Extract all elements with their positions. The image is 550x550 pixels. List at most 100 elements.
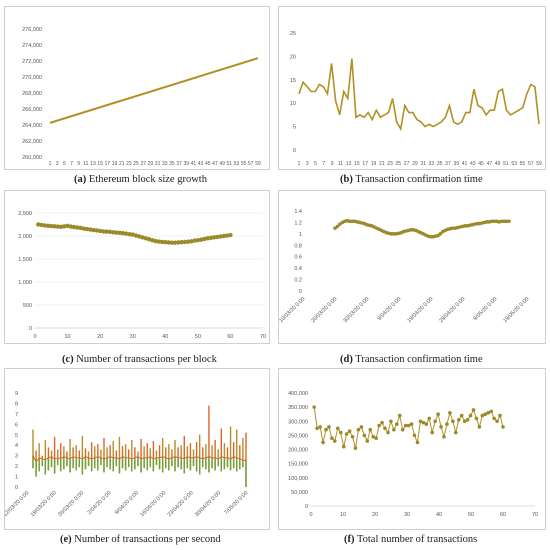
- data-point: [221, 233, 227, 239]
- panel-a: 260,000 262,000 264,000 266,000 268,000 270,0…: [4, 6, 270, 170]
- data-point: [58, 224, 64, 229]
- data-point: [397, 413, 402, 418]
- data-point: [480, 413, 485, 418]
- data-point: [39, 222, 44, 228]
- data-point: [353, 446, 358, 450]
- data-point: [344, 432, 349, 436]
- data-point: [97, 228, 103, 234]
- x-tick-label: 5: [63, 161, 66, 167]
- data-point: [427, 416, 432, 421]
- x-tick-label: 3: [56, 161, 59, 167]
- data-point: [163, 240, 168, 245]
- x-tick-label: 20: [97, 334, 103, 340]
- y-tick-label: 6: [15, 422, 18, 428]
- y-tick-label: 0: [293, 148, 296, 154]
- data-point: [68, 224, 74, 229]
- y-tick-label: 0.2: [294, 278, 302, 284]
- x-tick-label: 35: [169, 161, 175, 167]
- data-point: [474, 416, 479, 421]
- panel-b: 0 5 10 15 20 25 1 3 5 7 9 11 13 15 17 19 21 23 25 27 29 31 33 3…: [278, 6, 546, 170]
- panel-e: 0 1 2 3 4 5 6 7 8 9 12/03/20 0:00 19/03/20 0:00 26/0…: [4, 368, 270, 530]
- y-tick-label: 9: [15, 391, 18, 397]
- data-point: [55, 224, 60, 229]
- x-tick-label: 57: [248, 161, 254, 167]
- y-tick-label: 1.2: [294, 220, 302, 226]
- y-tick-label: 264,000: [22, 123, 42, 129]
- caption-a: (a) Ethereum block size growth: [74, 174, 207, 185]
- x-tick-label: 53: [511, 161, 517, 167]
- data-point: [471, 408, 476, 412]
- x-tick-label: 11: [83, 161, 88, 167]
- x-tick-label: 15: [97, 161, 103, 167]
- data-point: [333, 439, 337, 443]
- mid-line: [32, 455, 247, 463]
- x-tick-label: 1: [49, 161, 52, 167]
- data-point: [71, 224, 77, 230]
- x-tick-label: 25: [396, 161, 402, 167]
- y-tick-label: 1,000: [18, 280, 32, 286]
- data-point: [374, 436, 378, 440]
- caption-f: (f) Total number of transactions: [344, 534, 477, 545]
- data-point: [101, 229, 106, 234]
- data-point: [436, 412, 440, 416]
- y-tick-label: 1: [299, 232, 302, 238]
- data-point: [324, 427, 328, 432]
- y-tick-label: 272,000: [22, 59, 42, 65]
- data-point: [365, 439, 370, 443]
- data-point: [117, 230, 122, 235]
- x-tick-label: 59: [536, 161, 542, 167]
- data-point: [501, 425, 505, 429]
- y-tick-label: 5: [293, 125, 296, 131]
- x-tick-label: 9/04/20 0:00: [377, 296, 403, 322]
- y-tick-label: 274,000: [22, 43, 42, 49]
- y-tick-label: 0: [15, 485, 18, 491]
- data-point: [104, 229, 109, 234]
- caption-b-letter: (b): [340, 174, 353, 185]
- y-tick-label: 266,000: [22, 107, 42, 113]
- x-tick-label: 9/04/20 0:00: [114, 490, 140, 516]
- x-tick-label: 41: [191, 161, 197, 167]
- data-point: [418, 419, 423, 424]
- y-tick-label: 0.6: [294, 255, 302, 261]
- caption-f-letter: (f): [344, 534, 355, 545]
- y-tick-label: 270,000: [22, 75, 42, 81]
- x-tick-label: 19/03/20 0:00: [30, 490, 58, 518]
- data-point: [362, 433, 367, 438]
- x-tick-label: 55: [241, 161, 247, 167]
- x-tick-label: 30: [404, 512, 410, 518]
- x-tick-label: 5: [314, 161, 317, 167]
- data-point: [486, 410, 491, 415]
- x-tick-label: 29/04/20 0:00: [438, 296, 466, 324]
- x-tick-label: 19/04/20 0:00: [406, 296, 434, 324]
- caption-e-letter: (e): [60, 534, 72, 545]
- x-tick-label: 29: [412, 161, 418, 167]
- data-point: [359, 425, 364, 429]
- data-point: [84, 226, 90, 232]
- data-point: [335, 224, 340, 229]
- x-tick-label: 33: [429, 161, 435, 167]
- y-tick-label: 260,000: [22, 155, 42, 161]
- data-point: [153, 238, 158, 244]
- data-point: [495, 419, 499, 424]
- data-point: [459, 413, 464, 418]
- data-point: [169, 240, 174, 245]
- x-tick-label: 30: [130, 334, 136, 340]
- x-tick-label: 70: [532, 512, 538, 518]
- data-point: [507, 219, 511, 224]
- caption-d-text: Transaction confirmation time: [355, 354, 483, 365]
- data-point: [179, 240, 184, 245]
- data-point: [107, 229, 113, 235]
- x-tick-label: 19: [371, 161, 377, 167]
- data-point: [492, 416, 496, 421]
- x-tick-label: 10: [65, 334, 71, 340]
- data-point: [371, 434, 375, 439]
- x-tick-label: 7: [322, 161, 325, 167]
- data-point: [380, 420, 384, 425]
- x-tick-label: 50: [468, 512, 474, 518]
- x-tick-label: 33: [162, 161, 168, 167]
- y-tick-label: 1.4: [294, 209, 302, 215]
- data-point: [45, 223, 51, 229]
- chart-c: 0 500 1,000 1,500 2,000 2,500 0 10 20 30 40 50 60 70: [18, 211, 266, 340]
- x-tick-label: 45: [205, 161, 211, 167]
- data-point: [120, 231, 126, 236]
